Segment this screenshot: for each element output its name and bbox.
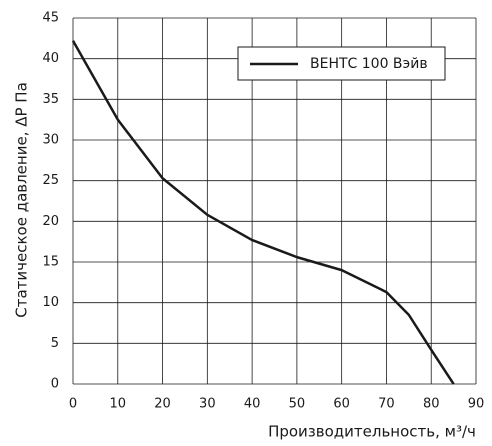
y-axis-label: Статическое давление, ΔP Па xyxy=(13,82,31,318)
x-tick-label: 10 xyxy=(110,397,127,412)
y-tick-label: 35 xyxy=(42,92,59,107)
series-line xyxy=(71,40,455,385)
x-tick-label: 0 xyxy=(69,397,77,412)
y-tick-label: 5 xyxy=(51,336,59,351)
y-tick-label: 45 xyxy=(42,11,59,26)
x-axis-label: Производительность, м³/ч xyxy=(268,423,476,441)
x-tick-label: 80 xyxy=(423,397,440,412)
y-tick-label: 25 xyxy=(42,173,59,188)
y-tick-label: 15 xyxy=(42,255,59,270)
x-tick-label: 90 xyxy=(468,397,485,412)
y-tick-label: 20 xyxy=(42,214,59,229)
x-tick-label: 70 xyxy=(378,397,395,412)
y-tick-label: 0 xyxy=(51,377,59,392)
x-tick-label: 40 xyxy=(244,397,261,412)
x-tick-label: 60 xyxy=(333,397,350,412)
x-tick-label: 20 xyxy=(154,397,171,412)
y-tick-label: 30 xyxy=(42,133,59,148)
y-tick-label: 10 xyxy=(42,295,59,310)
x-tick-label: 50 xyxy=(289,397,306,412)
legend-label: ВЕНТС 100 Вэйв xyxy=(310,56,428,72)
x-tick-label: 30 xyxy=(199,397,216,412)
y-tick-label: 40 xyxy=(42,51,59,66)
